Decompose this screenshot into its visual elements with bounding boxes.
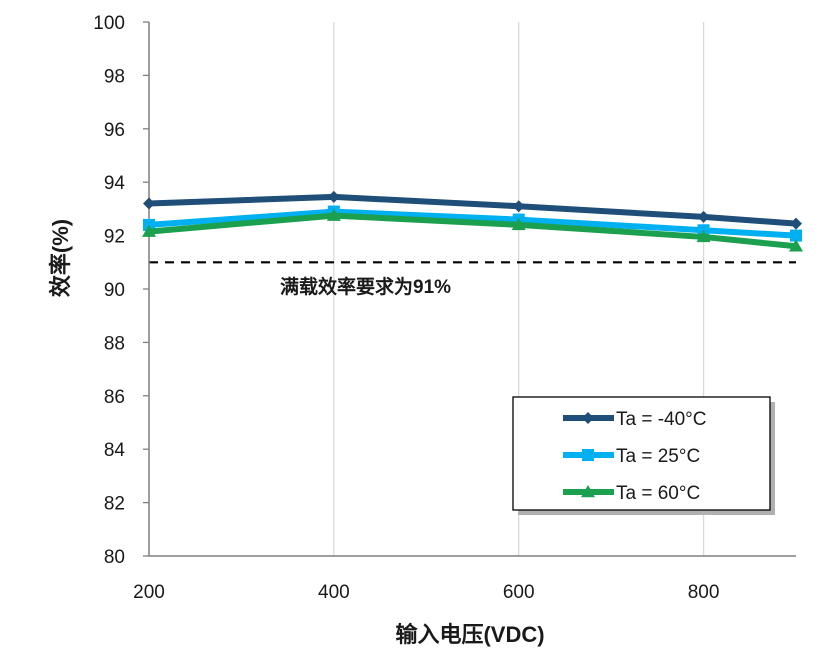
data-point xyxy=(326,208,341,221)
legend-marker xyxy=(582,449,594,461)
data-point xyxy=(327,190,340,203)
y-tick-label: 98 xyxy=(104,66,125,87)
data-point xyxy=(789,239,803,252)
series-1 xyxy=(143,190,802,230)
data-point xyxy=(790,217,802,230)
y-tick-label: 100 xyxy=(93,13,125,34)
series-3 xyxy=(142,208,803,252)
legend-label: Ta = 60°C xyxy=(616,483,700,504)
legend-item: Ta = 25°C xyxy=(563,446,700,467)
y-tick-label: 94 xyxy=(104,173,126,194)
y-tick-label: 88 xyxy=(104,333,125,354)
data-point xyxy=(512,200,525,213)
y-tick-label: 84 xyxy=(104,440,126,461)
data-point xyxy=(511,217,526,231)
y-tick-label: 92 xyxy=(104,227,125,248)
x-tick-label: 600 xyxy=(503,582,535,603)
series-lines xyxy=(142,190,803,252)
y-tick-label: 90 xyxy=(104,280,125,301)
y-tick-label: 86 xyxy=(104,387,125,408)
x-tick-labels: 200 400 600 800 xyxy=(133,582,719,603)
data-point xyxy=(143,197,155,210)
x-tick-label: 200 xyxy=(133,582,165,603)
legend-marker xyxy=(582,412,594,424)
legend-item: Ta = 60°C xyxy=(563,483,700,504)
legend-label: Ta = 25°C xyxy=(616,446,700,467)
data-point xyxy=(697,210,710,223)
data-point xyxy=(696,229,711,243)
x-tick-label: 400 xyxy=(318,582,350,603)
legend-item: Ta = -40°C xyxy=(563,409,707,430)
x-axis-title: 输入电压(VDC) xyxy=(395,622,544,647)
legend-marker xyxy=(581,485,595,498)
y-tick-labels: 80 82 84 86 88 90 92 94 96 98 100 xyxy=(93,13,149,568)
legend-box xyxy=(512,396,771,511)
x-tick-label: 800 xyxy=(688,582,720,603)
y-tick-label: 80 xyxy=(104,547,125,568)
legend: Ta = -40°C Ta = 25°C Ta = 60°C xyxy=(512,396,775,515)
reference-annotation: 满载效率要求为91% xyxy=(280,275,451,298)
y-tick-label: 82 xyxy=(104,494,125,515)
data-point xyxy=(790,229,802,242)
data-point xyxy=(142,224,156,237)
y-axis-title: 效率(%) xyxy=(48,219,73,297)
legend-label: Ta = -40°C xyxy=(616,409,707,430)
y-tick-label: 96 xyxy=(104,120,125,141)
